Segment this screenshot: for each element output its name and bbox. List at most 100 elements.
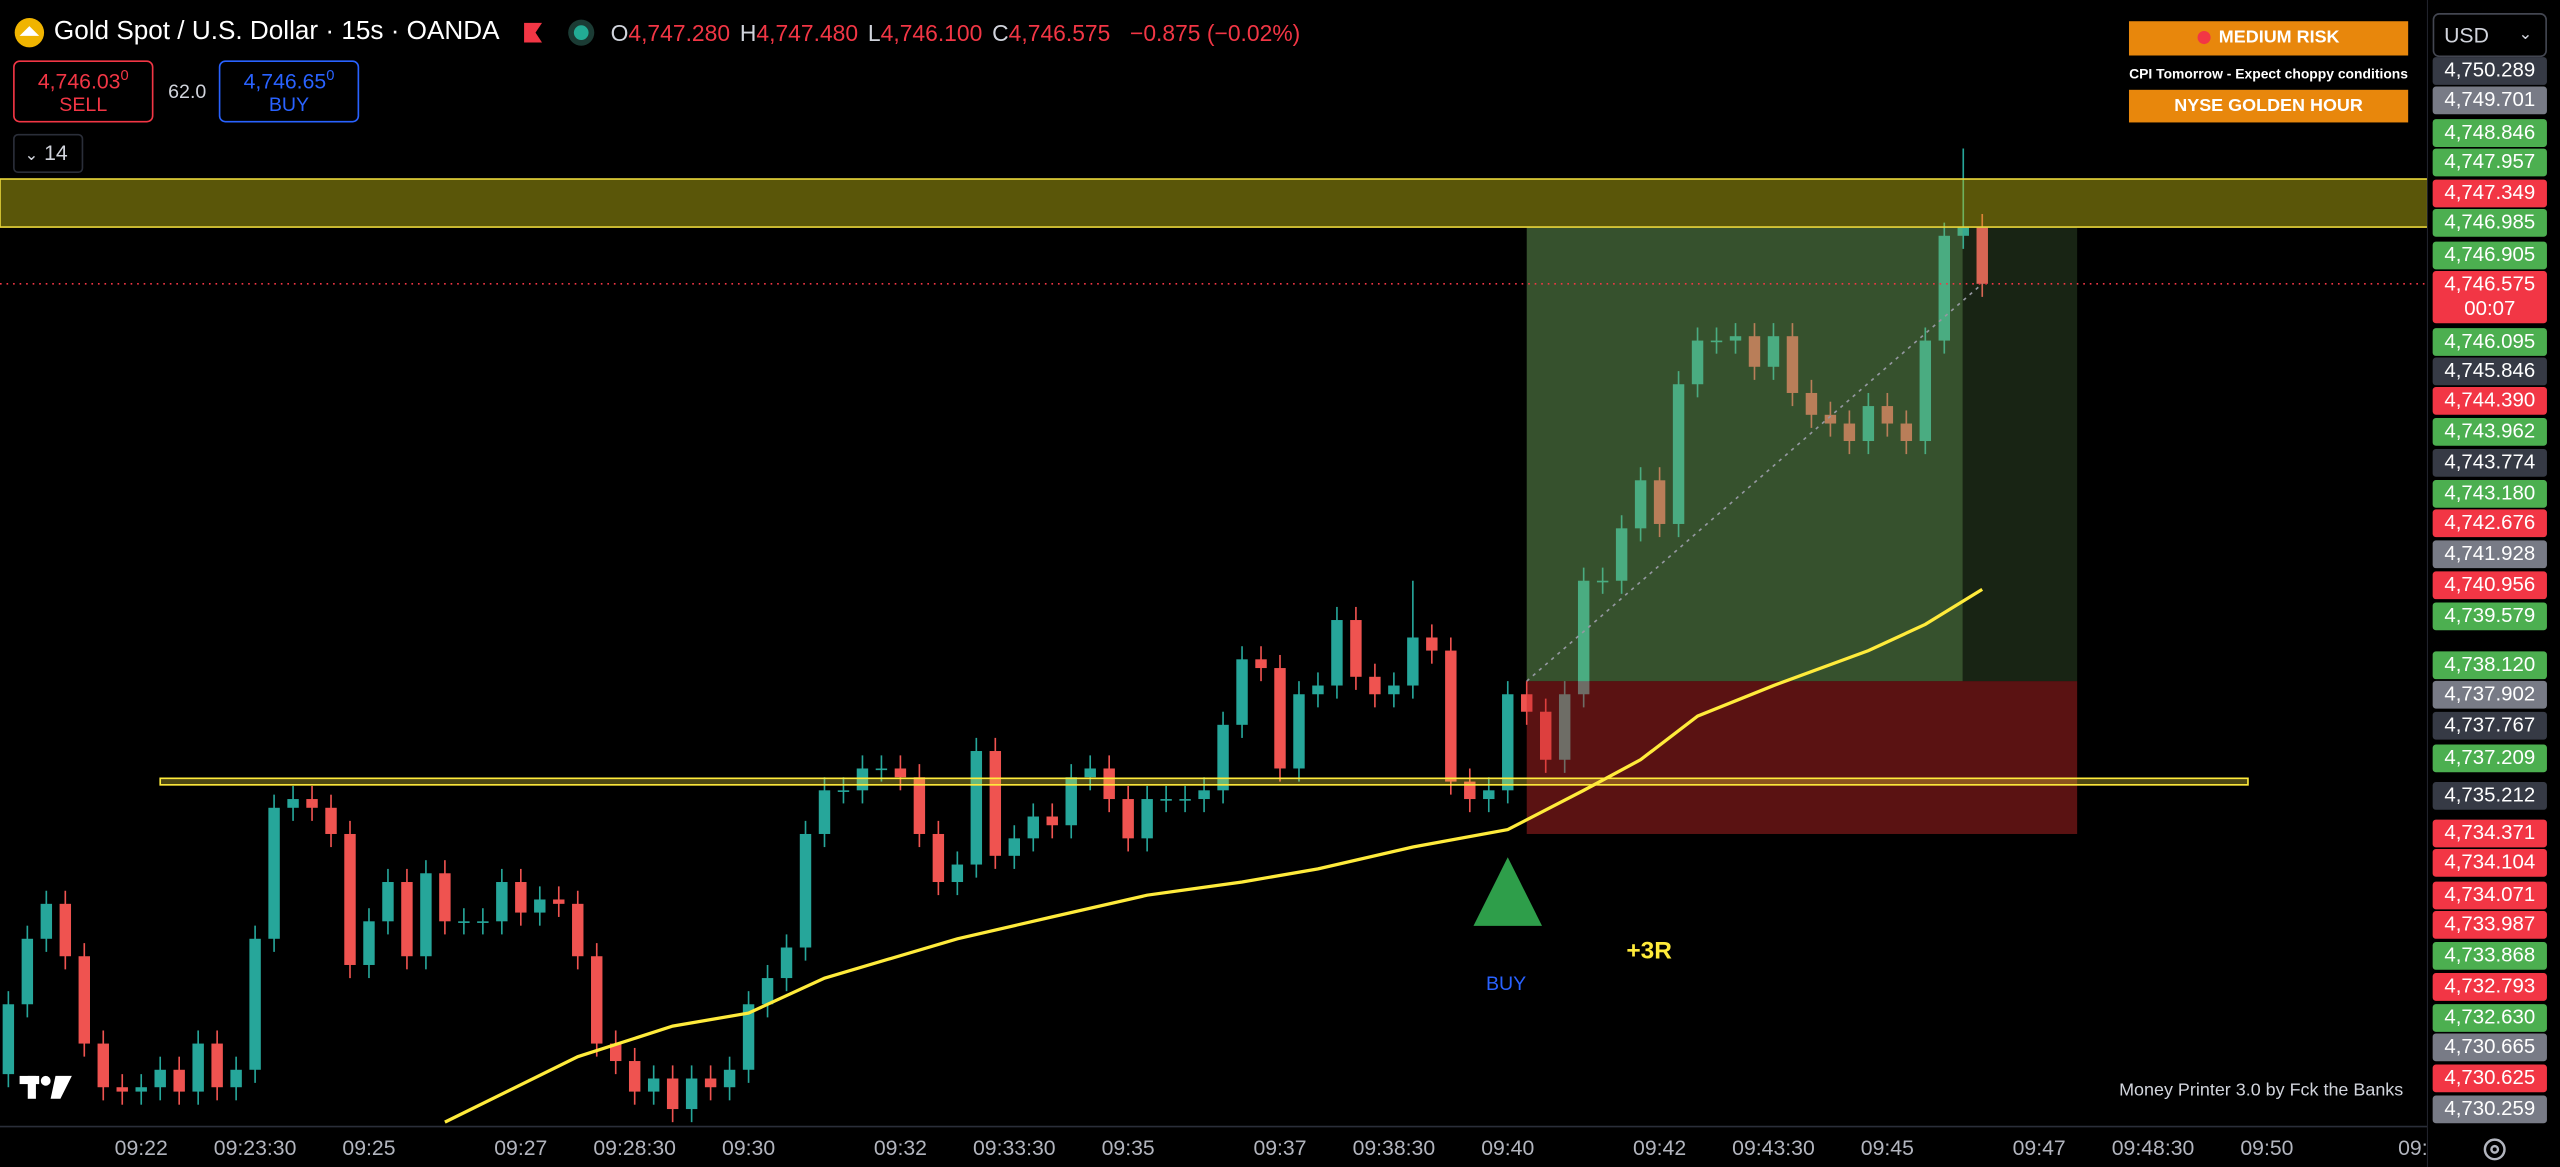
position-loss: [1526, 681, 2078, 834]
candle-body: [1957, 227, 1969, 236]
candle-body: [1008, 838, 1020, 856]
price-badge: 4,732.630: [2432, 1004, 2547, 1032]
currency: USD: [2444, 22, 2489, 48]
x-tick-label: 09:38:30: [1353, 1137, 1436, 1160]
flag-icon[interactable]: [519, 20, 545, 46]
candle-body: [401, 882, 413, 957]
price-badge: 4,734.071: [2432, 881, 2547, 910]
candle-body: [704, 1078, 717, 1088]
ohlc-key: O: [610, 19, 629, 46]
candle-body: [1634, 480, 1647, 529]
candle-body: [1426, 637, 1438, 651]
price-badge-label: 4,730.665: [2444, 1035, 2536, 1058]
candle-body: [1521, 694, 1533, 712]
candle-body: [647, 1078, 660, 1092]
candle-body: [1027, 816, 1039, 839]
indicator-toggle[interactable]: ⌄ 14: [13, 133, 84, 174]
price-badge: 4,735.212: [2432, 782, 2547, 810]
x-tick-label: 09:37: [1253, 1137, 1306, 1160]
price-badge: 4,746.095: [2432, 328, 2547, 356]
candle-body: [970, 751, 983, 865]
alert-text: MEDIUM RISK: [2218, 27, 2340, 48]
currency-select[interactable]: USD ⌄: [2432, 13, 2547, 58]
price-badge-label: 4,732.793: [2444, 974, 2536, 998]
candle-body: [875, 768, 888, 771]
candle-body: [1919, 340, 1932, 442]
candle-body: [1615, 528, 1628, 581]
watermark: Money Printer 3.0 by Fck the Banks: [2119, 1079, 2403, 1099]
price-badge-label: 4,737.902: [2444, 682, 2536, 706]
candle-body: [458, 921, 470, 923]
price-badge: 4,734.104: [2432, 848, 2547, 877]
candle-body: [1217, 724, 1229, 791]
candle-body: [610, 1043, 622, 1062]
ohlc-key: L: [867, 19, 881, 46]
symbol-header: Gold Spot / U.S. Dollar · 15s · OANDA O4…: [13, 15, 1300, 51]
candle-body: [1236, 659, 1248, 725]
candle-body: [1179, 799, 1191, 801]
x-tick-label: 09:30: [722, 1137, 775, 1160]
price-badge: 4,749.701: [2432, 86, 2547, 115]
x-tick-label: 09:35: [1102, 1137, 1155, 1160]
x-tick-label: 09:28:30: [593, 1137, 676, 1160]
candle-body: [40, 903, 53, 939]
x-tick-label: 09:43:30: [1732, 1137, 1815, 1160]
price-badge-label: 4,737.209: [2444, 746, 2536, 769]
alert-box: MEDIUM RISK: [2128, 21, 2409, 56]
price-badge-label: 4,733.868: [2444, 943, 2536, 967]
x-tick-label: 09:22: [115, 1137, 168, 1160]
candle-body: [553, 899, 565, 904]
buy-button[interactable]: 4,746.650 BUY: [218, 60, 360, 123]
price-badge: 4,741.928: [2432, 540, 2547, 569]
symbol-title[interactable]: Gold Spot / U.S. Dollar · 15s · OANDA: [53, 17, 500, 46]
price-badge-label: 4,730.625: [2444, 1066, 2536, 1089]
candle-body: [1653, 480, 1666, 524]
alert-dot: [2197, 31, 2211, 45]
candle-body: [59, 903, 72, 957]
logo-part: [40, 1075, 51, 1086]
price-badge-label: 4,745.846: [2444, 359, 2536, 383]
ohlc-values: O4,747.280 H4,747.480 L4,746.100 C4,746.575: [611, 20, 1121, 46]
candle-body: [1141, 799, 1153, 839]
candle-body: [1103, 768, 1115, 800]
status-icon[interactable]: [565, 16, 598, 49]
price-badge-label: 4,743.180: [2444, 481, 2536, 505]
price-badge-label: 4,737.767: [2444, 713, 2536, 737]
candle-body: [420, 873, 432, 957]
price-badge: 4,733.868: [2432, 942, 2547, 970]
price-badge-label: 4,743.774: [2444, 450, 2536, 474]
price-badge: 4,739.579: [2432, 602, 2547, 631]
sell-button[interactable]: 4,746.030 SELL: [13, 60, 154, 123]
price-badge-label: 4,746.905: [2444, 243, 2536, 267]
price-badge-label: 4,746.095: [2444, 329, 2536, 353]
price-badge-label: 4,741.928: [2444, 542, 2536, 565]
price-badge: 4,737.209: [2432, 744, 2547, 773]
signal-label: BUY: [1486, 973, 1526, 995]
candle-body: [1407, 637, 1419, 686]
price-badge: 4,730.665: [2432, 1033, 2547, 1062]
settings-icon[interactable]: [2480, 1135, 2509, 1164]
price-badge-label: 4,735.212: [2444, 783, 2536, 807]
position-profit: [1526, 227, 1963, 682]
price-badge: 4,730.625: [2432, 1064, 2547, 1093]
candle-body: [628, 1061, 641, 1092]
sell-price: 4,746.03: [37, 69, 121, 94]
candle-body: [1577, 580, 1590, 695]
candle-body: [1843, 423, 1856, 442]
price-badge-label: 4,734.371: [2444, 821, 2536, 845]
price-badge-countdown: 00:07: [2464, 297, 2516, 320]
x-tick-label: 09:50: [2240, 1137, 2293, 1160]
candle-body: [1862, 406, 1875, 442]
candle-body: [1445, 650, 1457, 782]
candle-body: [1938, 235, 1950, 341]
candle-body: [780, 947, 793, 979]
price-badge-label: 4,747.349: [2444, 181, 2536, 205]
candle-body: [1805, 392, 1818, 415]
candle-body: [477, 921, 489, 923]
price-badge: 4,734.371: [2432, 819, 2547, 848]
candle-body: [1900, 423, 1913, 442]
candle-body: [837, 790, 850, 792]
alert-text: CPI Tomorrow - Expect choppy conditions: [2129, 65, 2408, 82]
candle-body: [249, 938, 261, 1070]
